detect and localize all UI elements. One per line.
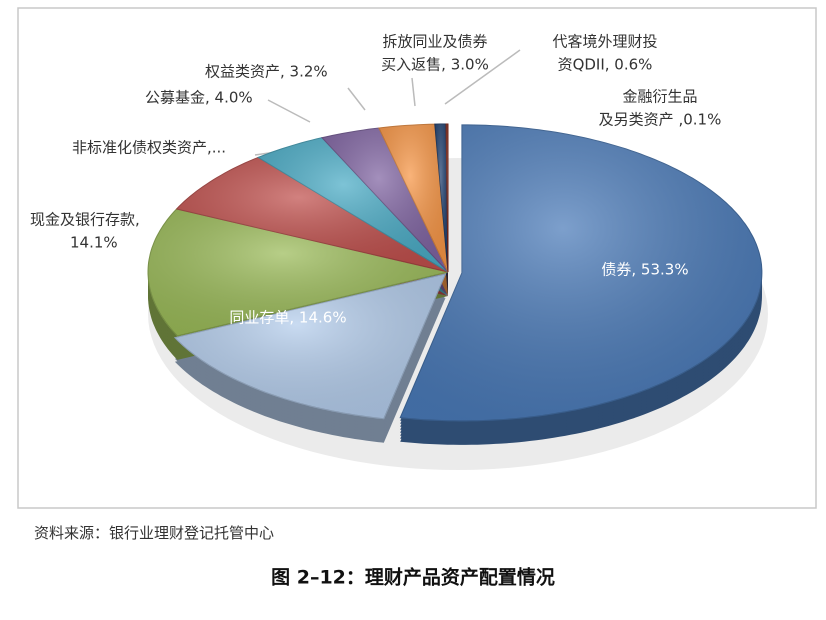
slice-highlight [400, 124, 762, 421]
slice-label: 现金及银行存款, [30, 211, 140, 229]
slice-label: 权益类资产, 3.2% [205, 63, 328, 81]
pie [147, 123, 768, 470]
slice-highlight [148, 209, 448, 336]
slice-label: 代客境外理财投 [552, 33, 657, 51]
slice-highlight [322, 128, 448, 272]
slice-label: 资QDII, 0.6% [558, 56, 653, 74]
source-note: 资料来源：银行业理财登记托管中心 [34, 524, 274, 542]
slice-label: 同业存单, 14.6% [229, 309, 346, 327]
slice-label: 及另类资产 ,0.1% [599, 111, 722, 129]
slice-label: 拆放同业及债券 [382, 33, 487, 51]
slice-highlight [258, 137, 448, 272]
slice-highlight [434, 124, 448, 272]
slice-label: 债券, 53.3% [601, 261, 688, 279]
slice-label: 金融衍生品 [622, 88, 697, 106]
slice-highlight [174, 273, 446, 419]
slice-label: 非标准化债权类资产,... [72, 139, 226, 157]
slice-highlight [176, 157, 448, 272]
figure-caption: 图 2–12：理财产品资产配置情况 [271, 566, 555, 589]
slice-label: 买入返售, 3.0% [381, 56, 489, 74]
slice-highlight [446, 124, 448, 272]
slice-label: 公募基金, 4.0% [145, 89, 253, 107]
slice-highlight [378, 124, 448, 272]
slice-label: 14.1% [70, 234, 118, 252]
